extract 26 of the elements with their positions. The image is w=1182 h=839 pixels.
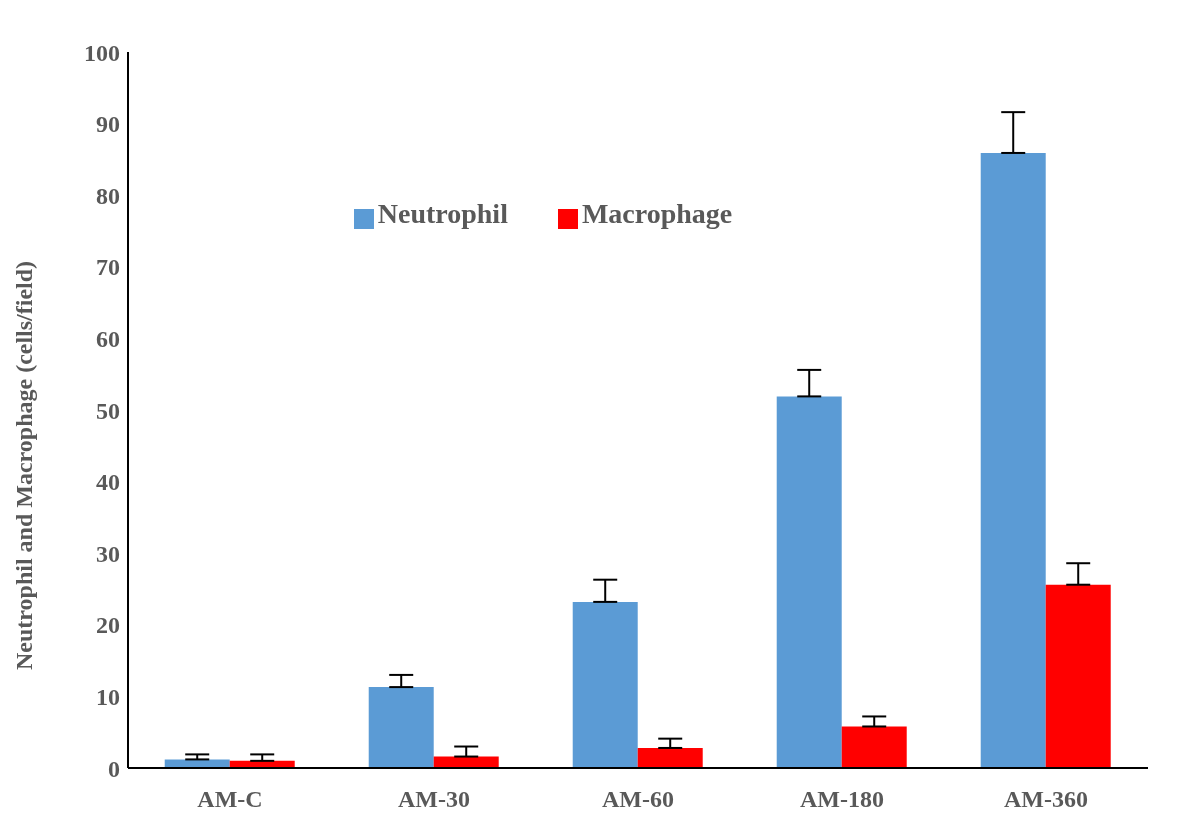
- y-tick-label: 70: [96, 254, 120, 281]
- y-tick-label: 40: [96, 469, 120, 496]
- bar: [572, 601, 638, 768]
- y-tick-label: 100: [84, 39, 120, 66]
- x-tick-label: AM-60: [602, 786, 674, 813]
- x-tick-label: AM-360: [1004, 786, 1088, 813]
- y-tick-label: 50: [96, 397, 120, 424]
- y-tick-label: 0: [108, 755, 120, 782]
- bar: [1045, 584, 1111, 768]
- y-tick-label: 90: [96, 111, 120, 138]
- x-tick-label: AM-C: [197, 786, 263, 813]
- x-tick-label: AM-180: [800, 786, 884, 813]
- bar: [368, 687, 434, 768]
- y-axis-title: Neutrophil and Macrophage (cells/field): [10, 260, 37, 670]
- x-tick-label: AM-30: [398, 786, 470, 813]
- y-tick-label: 10: [96, 683, 120, 710]
- bar: [841, 726, 907, 768]
- y-tick-label: 30: [96, 540, 120, 567]
- y-tick-label: 80: [96, 182, 120, 209]
- legend-label: Macrophage: [581, 198, 733, 229]
- y-tick-label: 60: [96, 325, 120, 352]
- bar: [776, 396, 842, 768]
- bar: [980, 152, 1046, 768]
- y-tick-label: 20: [96, 612, 120, 639]
- legend-label: Neutrophil: [377, 198, 508, 229]
- bar: [637, 747, 703, 768]
